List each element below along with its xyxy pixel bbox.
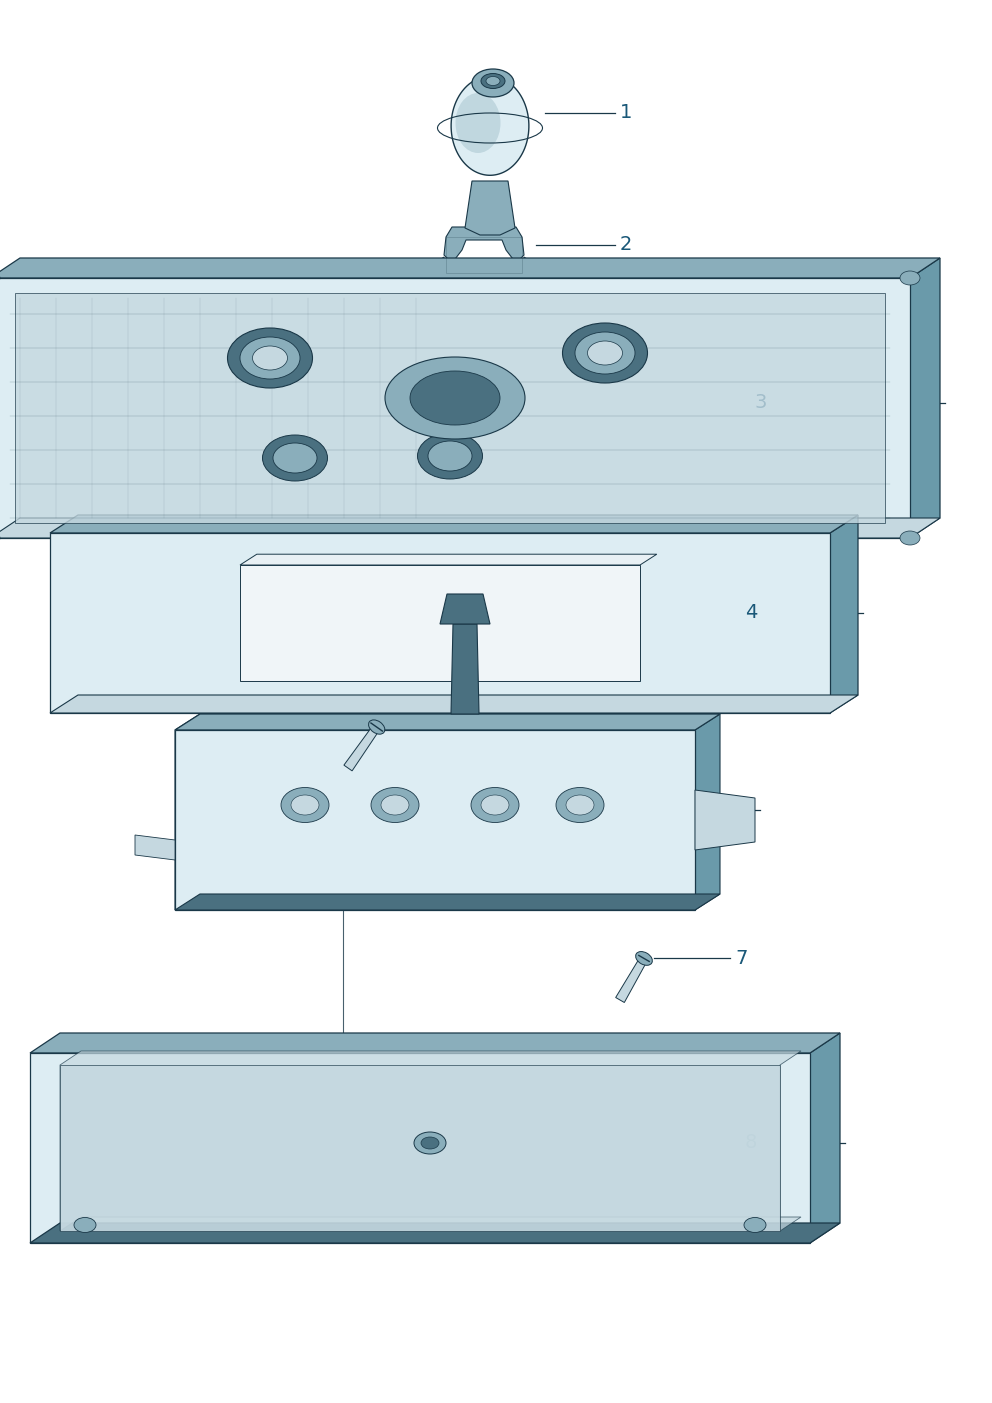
Ellipse shape [566, 796, 594, 815]
Ellipse shape [385, 356, 525, 439]
Polygon shape [50, 694, 858, 713]
Text: 6: 6 [735, 801, 747, 819]
Polygon shape [524, 257, 536, 281]
Ellipse shape [421, 1136, 439, 1149]
Polygon shape [465, 181, 515, 234]
Ellipse shape [414, 1132, 446, 1155]
Text: 5: 5 [291, 714, 303, 732]
Polygon shape [830, 515, 858, 713]
Ellipse shape [74, 1218, 96, 1232]
Ellipse shape [281, 787, 329, 822]
Ellipse shape [636, 951, 653, 965]
Text: 3: 3 [755, 393, 768, 412]
Ellipse shape [227, 328, 312, 389]
Polygon shape [432, 257, 444, 281]
Ellipse shape [273, 443, 317, 473]
Polygon shape [444, 208, 524, 262]
Polygon shape [360, 713, 455, 748]
Ellipse shape [240, 337, 300, 379]
Text: 4: 4 [745, 603, 757, 623]
Text: 8: 8 [745, 1134, 757, 1152]
Ellipse shape [253, 347, 288, 370]
Polygon shape [30, 1033, 840, 1054]
Polygon shape [451, 76, 529, 175]
Polygon shape [695, 714, 720, 911]
Polygon shape [50, 533, 830, 713]
Polygon shape [135, 835, 175, 860]
Ellipse shape [291, 796, 319, 815]
Polygon shape [50, 515, 858, 533]
Ellipse shape [556, 787, 604, 822]
Polygon shape [240, 565, 640, 680]
Ellipse shape [455, 93, 501, 153]
Ellipse shape [481, 796, 509, 815]
Polygon shape [175, 894, 720, 911]
Ellipse shape [744, 1218, 766, 1232]
Ellipse shape [369, 720, 385, 734]
Polygon shape [451, 624, 479, 714]
Polygon shape [240, 554, 657, 565]
Text: 7: 7 [735, 948, 747, 968]
Ellipse shape [418, 434, 482, 478]
Ellipse shape [486, 77, 500, 86]
Ellipse shape [410, 370, 500, 425]
Ellipse shape [263, 435, 327, 481]
Polygon shape [175, 730, 695, 911]
Polygon shape [440, 593, 490, 624]
Ellipse shape [900, 271, 920, 285]
Ellipse shape [587, 341, 623, 365]
Polygon shape [60, 1065, 780, 1230]
Ellipse shape [472, 69, 514, 97]
Polygon shape [616, 957, 648, 1003]
Ellipse shape [575, 333, 635, 375]
Ellipse shape [481, 73, 505, 88]
Polygon shape [0, 258, 940, 278]
Polygon shape [30, 1223, 840, 1243]
Ellipse shape [428, 441, 472, 471]
Polygon shape [0, 518, 940, 537]
Ellipse shape [900, 530, 920, 544]
Polygon shape [695, 790, 755, 850]
Ellipse shape [371, 787, 419, 822]
Polygon shape [175, 714, 200, 911]
Text: 1: 1 [620, 104, 632, 122]
Polygon shape [15, 293, 885, 523]
Polygon shape [344, 725, 380, 770]
Polygon shape [910, 258, 940, 537]
Polygon shape [0, 278, 910, 537]
Polygon shape [810, 1033, 840, 1243]
Polygon shape [30, 1054, 810, 1243]
Ellipse shape [381, 796, 409, 815]
Polygon shape [175, 714, 720, 730]
Ellipse shape [562, 323, 648, 383]
Text: 2: 2 [620, 236, 632, 254]
Polygon shape [60, 1051, 801, 1230]
Ellipse shape [471, 787, 519, 822]
